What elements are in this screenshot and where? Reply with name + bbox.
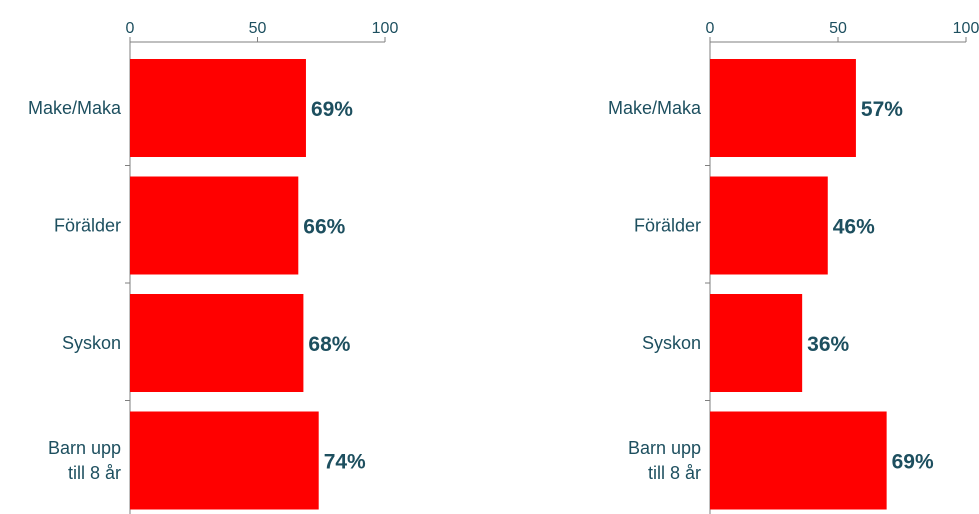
chart1-value-label-4: 74% [324,451,366,474]
chart1-category-label-4-line-1: Barn upp [48,438,121,458]
chart1-bar-3 [130,294,304,392]
chart1-value-label-2: 66% [303,216,345,239]
chart1-bar-4 [130,411,319,510]
chart1-category-label-4-line-2: till 8 år [68,463,121,483]
chart1-value-label-1: 69% [311,98,353,121]
chart2-bar-3 [710,294,803,392]
chart2-bar-2 [710,176,828,275]
chart2-x-tick-label-0: 0 [706,20,715,37]
chart2-category-label-4-line-2: till 8 år [648,463,701,483]
chart2-bar-1 [710,59,856,157]
chart1-category-label-3: Syskon [62,333,121,353]
chart1-category-label-2: Förälder [54,216,121,236]
chart2-x-tick-label-50: 50 [829,20,847,37]
chart2-category-label-3: Syskon [642,333,701,353]
chart2-category-label-1: Make/Maka [608,98,702,118]
chart2-bar-4 [710,411,887,510]
chart2-value-label-1: 57% [861,98,903,121]
chart1-x-tick-label-100: 100 [372,20,399,37]
chart1-bar-2 [130,176,299,275]
chart1-category-label-1: Make/Maka [28,98,122,118]
chart2-value-label-2: 46% [833,216,875,239]
chart2-value-label-3: 36% [807,333,849,356]
chart1-bar-1 [130,59,306,157]
chart1-x-tick-label-0: 0 [126,20,135,37]
chart2-category-label-2: Förälder [634,216,701,236]
chart2-value-label-4: 69% [892,451,934,474]
chart2-x-tick-label-100: 100 [953,20,979,37]
chart2-category-label-4-line-1: Barn upp [628,438,701,458]
chart1-value-label-3: 68% [308,333,350,356]
chart1-x-tick-label-50: 50 [249,20,267,37]
